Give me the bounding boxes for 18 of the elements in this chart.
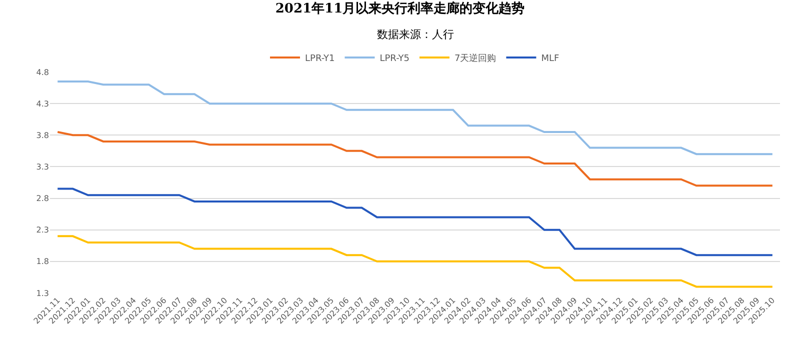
y-tick-label: 2.3 <box>36 226 49 235</box>
y-tick-label: 1.8 <box>36 257 49 266</box>
chart-subtitle: 数据来源：人行 <box>377 28 454 41</box>
legend-label: 7天逆回购 <box>454 53 496 64</box>
y-tick-label: 2.8 <box>36 194 49 204</box>
chart-title: 2021年11月以来央行利率走廊的变化趋势 <box>275 0 525 17</box>
line-series <box>56 80 774 156</box>
y-tick-label: 3.8 <box>36 130 49 140</box>
legend-label: LPR-Y5 <box>380 54 410 64</box>
legend-label: LPR-Y1 <box>305 54 335 64</box>
y-tick-label: 4.3 <box>36 99 49 108</box>
line-series <box>56 235 774 288</box>
y-tick-label: 1.3 <box>36 288 49 298</box>
line-series <box>56 130 774 187</box>
line-series <box>56 188 774 256</box>
legend-label: MLF <box>541 54 560 64</box>
y-tick-label: 4.8 <box>36 68 49 77</box>
y-tick-label: 3.3 <box>36 162 49 172</box>
